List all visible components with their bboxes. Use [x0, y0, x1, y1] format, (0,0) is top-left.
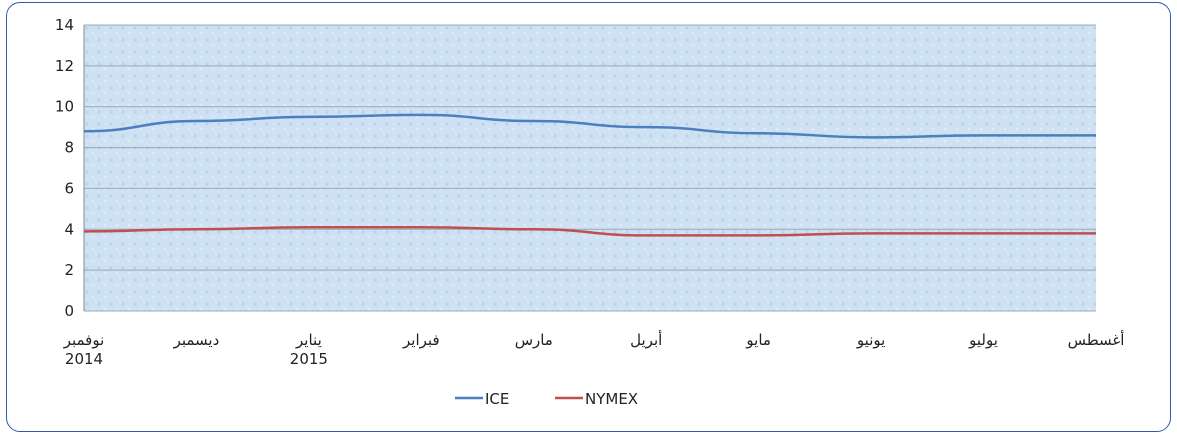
y-tick-label: 10 [55, 98, 74, 116]
x-tick-label: يونيو [856, 331, 885, 349]
legend-label-nymex: NYMEX [585, 390, 638, 408]
x-tick-label: أبريل [630, 330, 662, 349]
legend-label-ice: ICE [485, 390, 509, 408]
x-tick-label: فبراير [402, 331, 440, 349]
series-line-ice [83, 113, 1096, 139]
x-tick-label: مارس [515, 331, 553, 349]
plot-area [84, 25, 1096, 311]
x-tick-label: 2014 [65, 350, 103, 368]
x-tick-label: مايو [745, 331, 771, 349]
y-tick-label: 4 [64, 220, 74, 238]
x-tick-label: يناير [295, 331, 322, 349]
x-tick-label: نوفمبر [63, 331, 105, 349]
x-tick-label: ديسمبر [173, 331, 220, 349]
y-tick-label: 12 [55, 57, 74, 75]
series-line-nymex [83, 225, 1096, 237]
y-tick-label: 8 [64, 139, 74, 157]
x-tick-label: أغسطس [1068, 330, 1125, 349]
x-tick-label: 2015 [290, 350, 328, 368]
y-tick-label: 6 [64, 179, 74, 197]
y-tick-label: 14 [55, 16, 74, 34]
y-tick-label: 0 [64, 302, 74, 320]
y-tick-label: 2 [64, 261, 74, 279]
x-tick-label: يوليو [968, 331, 998, 349]
